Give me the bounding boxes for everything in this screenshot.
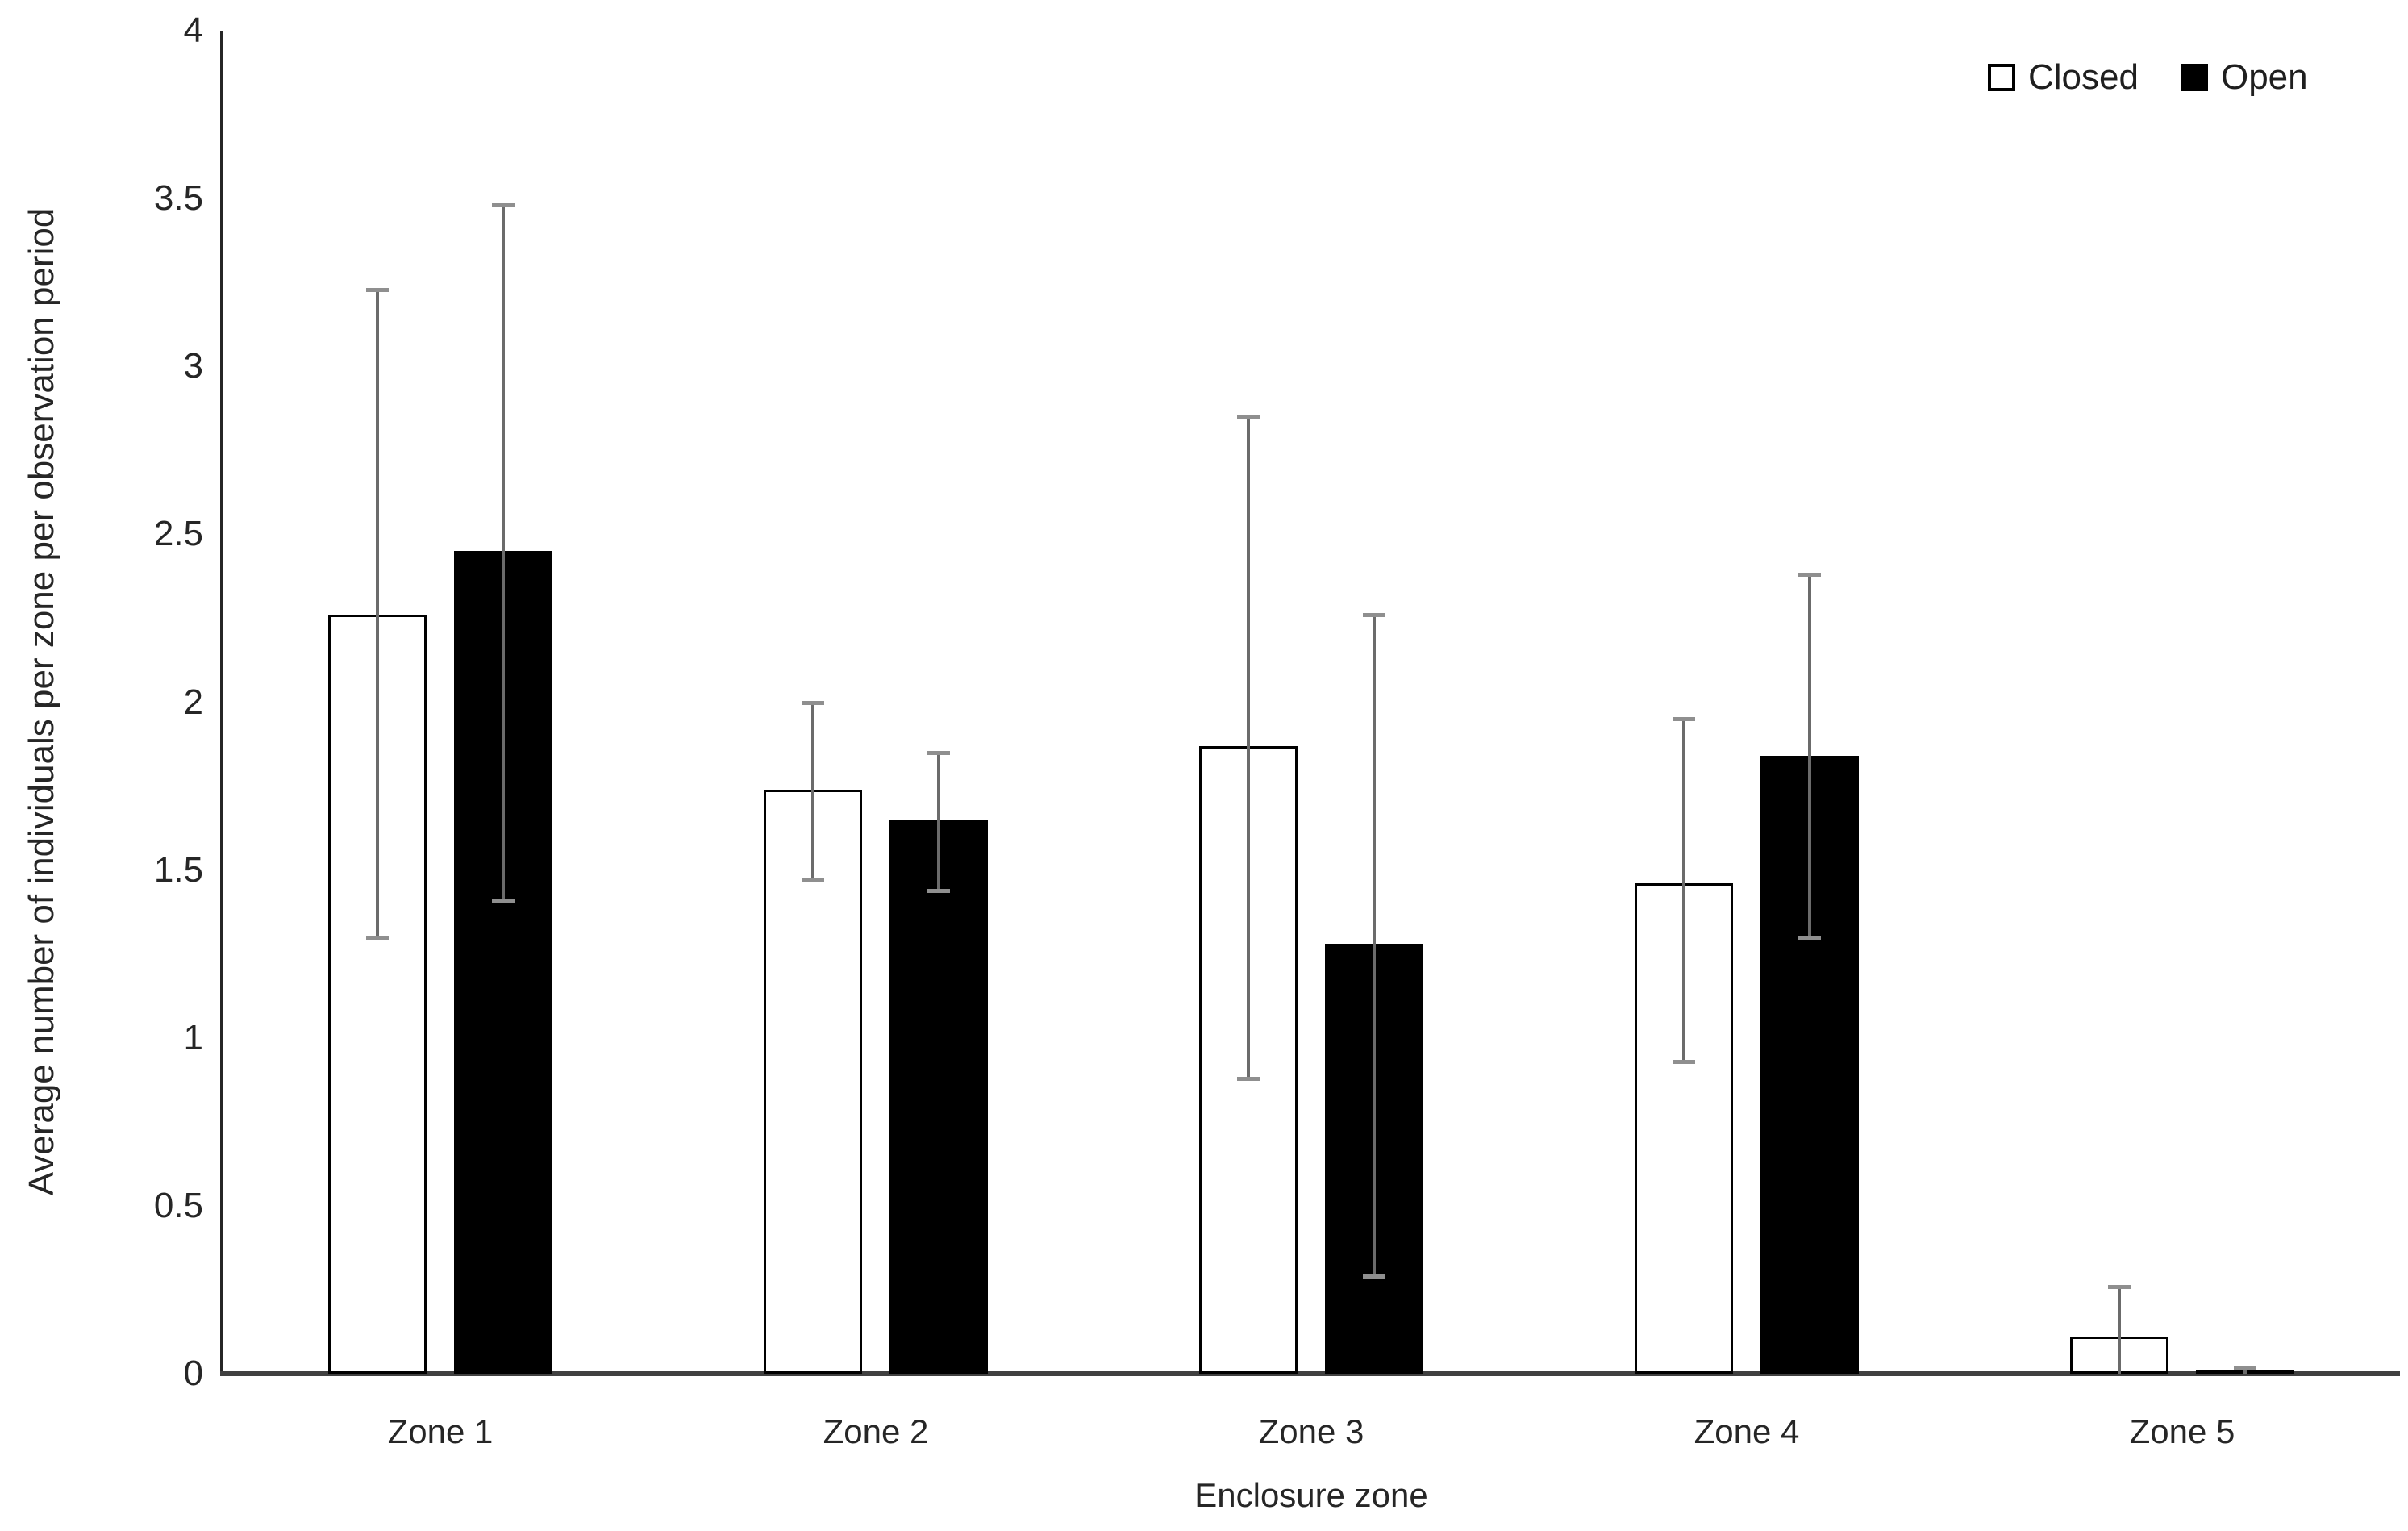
- legend-label-open: Open: [2220, 57, 2308, 97]
- error-bar-closed-zone-3: [1247, 416, 1250, 1078]
- x-tick-label: Zone 3: [1258, 1412, 1364, 1450]
- x-tick-label: Zone 1: [387, 1412, 494, 1450]
- bar-open-zone-2: [889, 820, 988, 1374]
- error-cap-top-closed-zone-4: [1673, 717, 1695, 722]
- error-bar-open-zone-2: [937, 752, 940, 891]
- error-cap-bottom-open-zone-1: [492, 899, 515, 903]
- error-bar-closed-zone-4: [1682, 719, 1685, 1062]
- plot-area: [220, 31, 2400, 1376]
- y-tick-label: 4: [183, 10, 203, 50]
- y-tick-label: 1: [183, 1017, 203, 1058]
- y-axis-line: [220, 31, 223, 1374]
- error-cap-top-open-zone-3: [1363, 613, 1385, 618]
- error-bar-open-zone-5: [2243, 1366, 2247, 1374]
- y-tick-label: 0: [183, 1354, 203, 1393]
- error-cap-top-open-zone-4: [1798, 573, 1821, 578]
- x-axis-title: Enclosure zone: [1194, 1476, 1428, 1514]
- error-bar-open-zone-3: [1373, 615, 1376, 1277]
- legend-swatch-closed-icon: [1988, 64, 2015, 91]
- y-tick-label: 1.5: [153, 849, 203, 890]
- error-cap-bottom-closed-zone-4: [1673, 1059, 1695, 1064]
- error-cap-top-open-zone-2: [927, 750, 950, 755]
- error-cap-bottom-open-zone-3: [1363, 1274, 1385, 1279]
- y-tick-label: 0.5: [153, 1185, 203, 1225]
- y-tick-label: 2: [183, 682, 203, 722]
- legend-label-closed: Closed: [2028, 57, 2139, 97]
- x-tick-label: Zone 4: [1694, 1412, 1800, 1450]
- error-cap-bottom-closed-zone-3: [1237, 1076, 1260, 1081]
- error-cap-top-open-zone-1: [492, 203, 515, 208]
- x-tick-label: Zone 5: [2129, 1412, 2235, 1450]
- y-tick-label: 3.5: [153, 178, 203, 219]
- y-tick-label: 2.5: [153, 514, 203, 554]
- legend-item-closed: Closed: [1988, 58, 2139, 97]
- x-tick-label: Zone 2: [823, 1412, 929, 1450]
- error-cap-top-closed-zone-5: [2108, 1284, 2131, 1289]
- error-cap-bottom-open-zone-4: [1798, 935, 1821, 940]
- error-bar-closed-zone-5: [2118, 1286, 2121, 1374]
- error-bar-closed-zone-1: [376, 289, 379, 937]
- error-cap-bottom-closed-zone-1: [366, 935, 389, 940]
- error-cap-top-closed-zone-2: [802, 700, 824, 705]
- legend-swatch-open-icon: [2180, 64, 2208, 91]
- bar-closed-zone-2: [764, 789, 862, 1374]
- legend: Closed Open: [1988, 58, 2308, 97]
- x-axis-line: [220, 1371, 2400, 1376]
- error-bar-open-zone-4: [1808, 574, 1811, 937]
- error-bar-open-zone-1: [502, 205, 505, 901]
- y-tick-label: 3: [183, 346, 203, 386]
- error-cap-bottom-open-zone-2: [927, 888, 950, 893]
- error-cap-top-closed-zone-3: [1237, 415, 1260, 419]
- error-bar-closed-zone-2: [811, 702, 814, 881]
- error-cap-bottom-closed-zone-2: [802, 878, 824, 883]
- legend-item-open: Open: [2180, 57, 2308, 97]
- error-cap-top-open-zone-5: [2234, 1365, 2256, 1370]
- error-cap-top-closed-zone-1: [366, 287, 389, 292]
